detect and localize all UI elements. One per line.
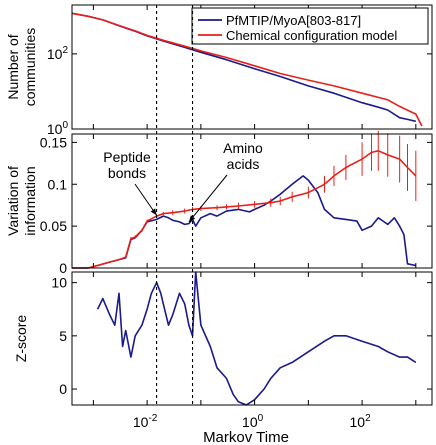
- y-axis-label: communities: [22, 28, 38, 107]
- y-tick-label: 0: [59, 381, 67, 397]
- x-tick-label: 100: [242, 413, 264, 430]
- annotation-amino: Amino acids: [188, 140, 263, 223]
- legend: PfMTIP/MyoA[803-817]Chemical configurati…: [191, 7, 429, 45]
- annotation-peptide: Peptide bonds: [103, 149, 157, 216]
- y-tick-label: 10: [51, 275, 67, 291]
- y-axis-label: information: [22, 166, 38, 235]
- annotation-arrowhead: [188, 215, 196, 222]
- plot-frame-zscore: [71, 271, 433, 406]
- x-tick-label: 10-2: [133, 413, 158, 430]
- annotation-label-peptide: Peptide bonds: [103, 149, 151, 181]
- series-line-variation-2: [72, 150, 417, 269]
- series-line-variation-1: [72, 175, 416, 269]
- plot-frame-communities: [71, 4, 433, 130]
- y-tick-label: 100: [47, 120, 69, 137]
- annotation-arrowhead: [150, 208, 157, 216]
- legend-box: [191, 7, 429, 45]
- series-line-zscore-1: [96, 271, 417, 406]
- y-tick-label: 0: [59, 260, 67, 276]
- annotation-arrow: [188, 174, 228, 223]
- y-axis-label: Variation of: [5, 166, 21, 236]
- y-tick-label: 5: [59, 328, 67, 344]
- y-tick-label: 0.15: [40, 134, 67, 150]
- y-tick-label: 0.05: [40, 218, 67, 234]
- legend-label: PfMTIP/MyoA[803-817]: [226, 13, 361, 28]
- x-axis-label: Markov Time: [203, 429, 289, 445]
- legend-label: Chemical configuration model: [226, 28, 397, 43]
- series-line-communities-2: [71, 12, 423, 127]
- y-axis-label: Number of: [5, 34, 21, 99]
- y-tick-label: 102: [47, 45, 69, 62]
- zscore-panel: 0 5 10 10-2 100 102 Z-score Markov Time: [13, 271, 433, 445]
- x-tick-label: 102: [350, 413, 372, 430]
- marker-overlay: Peptide bonds Amino acids: [103, 5, 263, 405]
- y-axis-label: Z-score: [13, 315, 29, 363]
- communities-panel: 100 102 Number of communities PfMTIP/MyoA[80…: [5, 4, 433, 137]
- y-tick-label: 0.1: [48, 176, 68, 192]
- annotation-label-amino: Amino acids: [223, 140, 263, 172]
- plot-frame-variation: [71, 133, 433, 269]
- variation-panel: 0 0.05 0.1 0.15 Variation of information: [5, 130, 433, 276]
